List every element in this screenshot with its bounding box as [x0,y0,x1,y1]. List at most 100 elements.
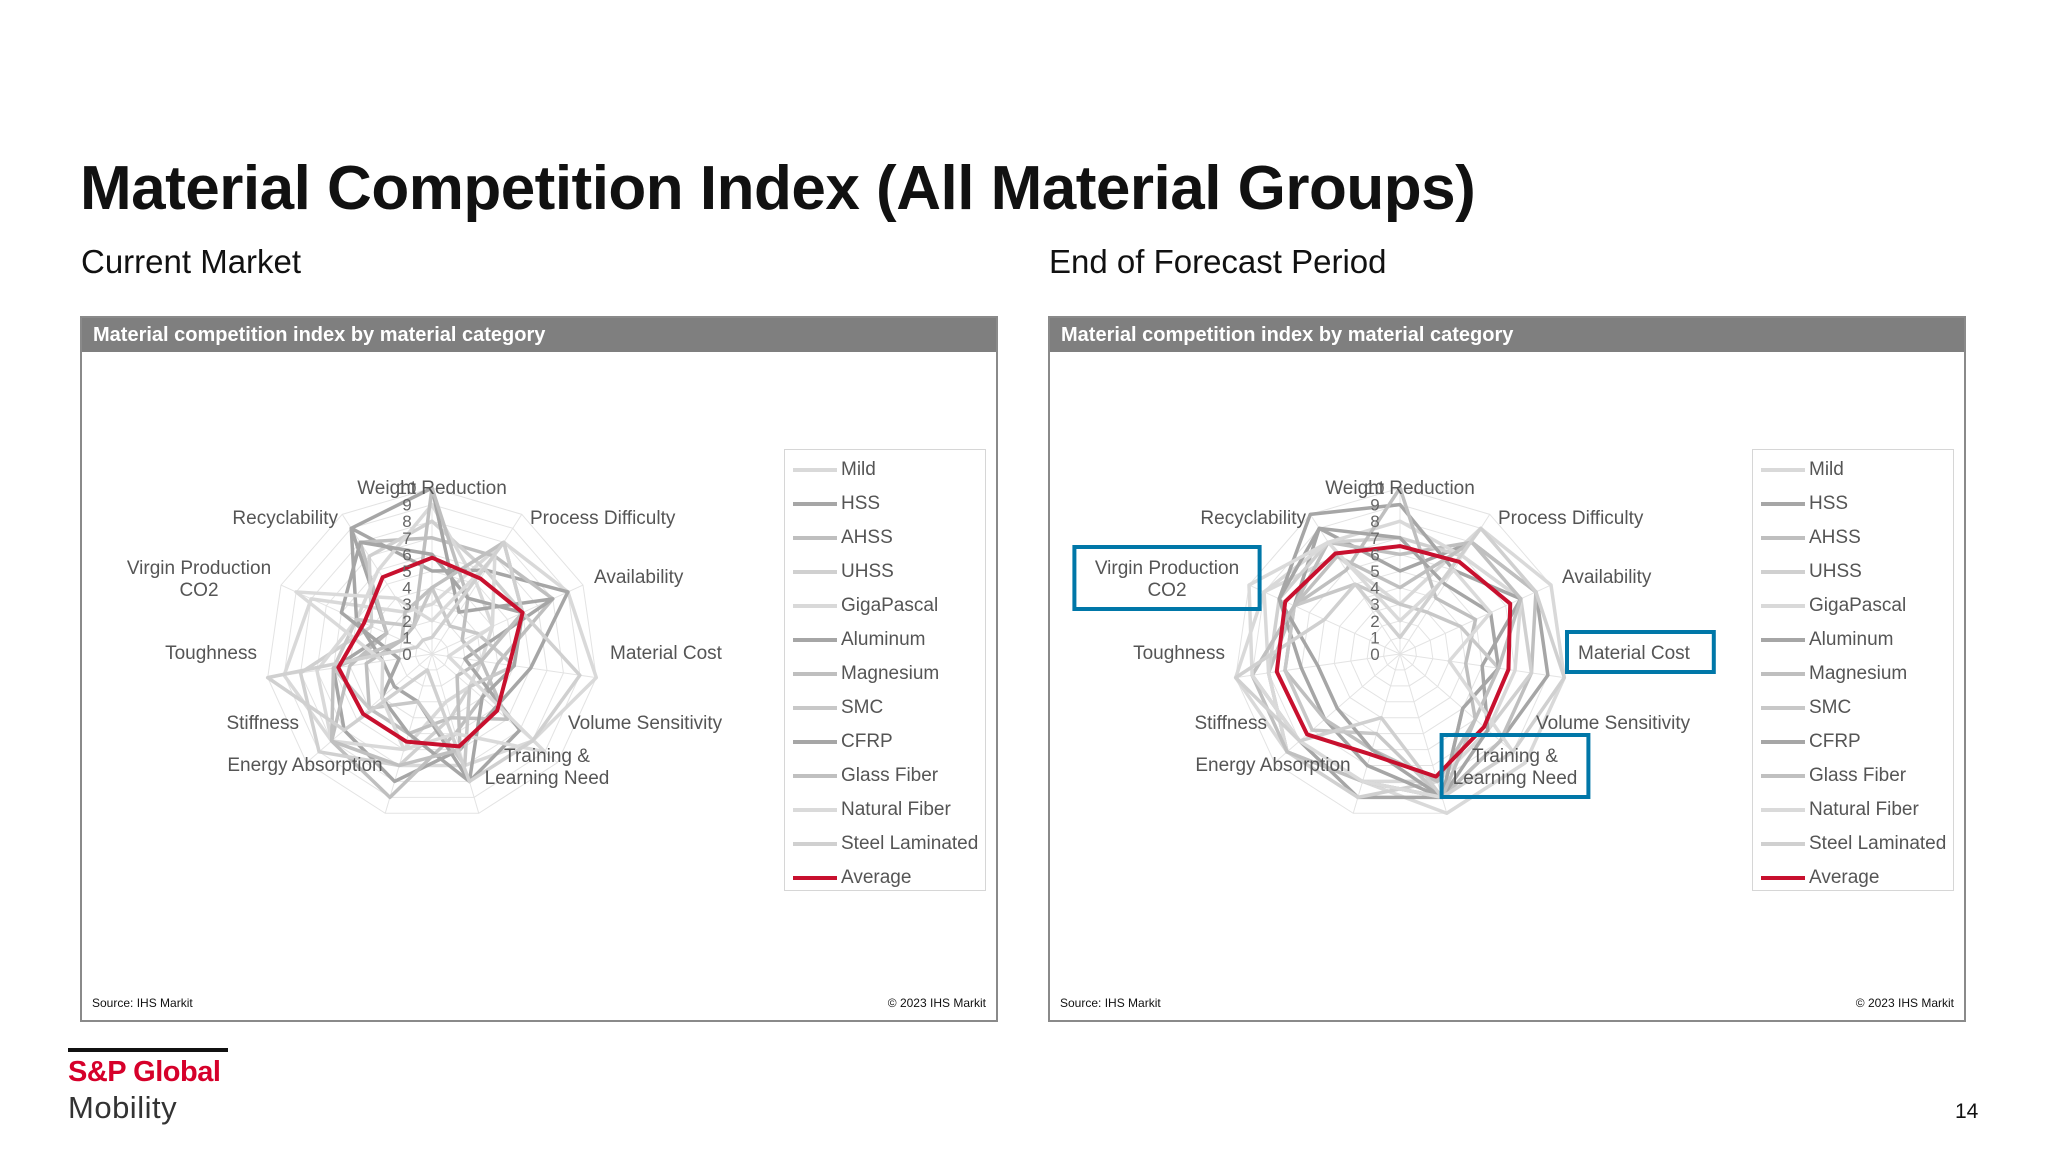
series-aluminum [349,486,555,784]
axis-label-volume-sensitivity: Volume Sensitivity [568,713,723,734]
right-subtitle: End of Forecast Period [1049,243,1387,280]
chart-legend: Mild HSS AHSS UHSS GigaPascal Aluminum Magnesi… [1752,449,1954,891]
tick-label: 0 [402,645,411,664]
series-aluminum [1277,502,1523,800]
chart-legend: Mild HSS AHSS UHSS GigaPascal Aluminum Magnesi… [784,449,986,891]
legend-swatch [1761,808,1805,812]
left-subtitle: Current Market [81,243,302,280]
legend-item-mild: Mild [785,453,985,487]
legend-label: SMC [1809,697,1852,718]
legend-swatch [793,570,837,574]
legend-label: Natural Fiber [1809,799,1919,820]
legend-swatch [793,774,837,778]
legend-label: Aluminum [841,629,926,650]
panel-header: Material competition index by material c… [82,318,996,352]
tick-label: 2 [402,612,411,631]
legend-item-natural-fiber: Natural Fiber [1753,793,1953,827]
legend-swatch [793,502,837,506]
legend-label: Mild [1809,459,1844,480]
source-note: Source: IHS Markit [1060,996,1161,1010]
legend-swatch [793,604,837,608]
legend-item-gigapascal: GigaPascal [785,589,985,623]
series-average [1274,544,1513,779]
copyright-note: © 2023 IHS Markit [887,996,986,1010]
legend-item-uhss: UHSS [785,555,985,589]
axis-label-recyclability: Recyclability [232,508,338,529]
legend-label: HSS [1809,493,1849,514]
axis-label-energy-absorption: Energy Absorption [227,755,382,776]
grid-ring [283,504,581,798]
legend-item-uhss: UHSS [1753,555,1953,589]
legend-label: Steel Laminated [1809,833,1947,854]
legend-swatch [1761,468,1805,472]
legend-swatch [1761,502,1805,506]
legend-label: Average [1809,867,1880,888]
legend-item-cfrp: CFRP [1753,725,1953,759]
axis-label-weight-reduction: Weight Reduction [357,478,507,499]
tick-label: 10 [1366,479,1385,498]
axis-label-energy-absorption: Energy Absorption [1195,755,1350,776]
axis-label-recyclability: Recyclability [1200,508,1306,529]
chart-panel-forecast: Material competition index by material c… [1048,316,1966,1022]
series-natural-fiber [294,554,547,754]
tick-label: 6 [1370,545,1379,564]
legend-label: Glass Fiber [841,765,939,786]
legend-item-smc: SMC [1753,691,1953,725]
legend-item-steel-laminated: Steel Laminated [1753,827,1953,861]
panel-header: Material competition index by material c… [1050,318,1964,352]
axis-label-volume-sensitivity: Volume Sensitivity [1536,713,1691,734]
series-gigapascal [1262,519,1523,784]
legend-swatch [1761,570,1805,574]
tick-label: 9 [1370,496,1379,515]
legend-item-gigapascal: GigaPascal [1753,589,1953,623]
axis-label-weight-reduction: Weight Reduction [1325,478,1475,499]
legend-item-ahss: AHSS [785,521,985,555]
axis-label-stiffness: Stiffness [1194,713,1267,734]
grid-spoke [1399,653,1448,814]
tick-label: 0 [1370,645,1379,664]
series-ahss [329,536,555,800]
axis-label-stiffness: Stiffness [226,713,299,734]
grid-spoke [431,584,584,655]
grid-ring [1350,603,1450,703]
legend-swatch [793,740,837,744]
highlight-box [1072,545,1262,611]
highlight-box [1439,733,1591,799]
tick-label: 8 [402,512,411,531]
tick-label: 7 [1370,529,1379,548]
legend-label: Magnesium [841,663,940,684]
legend-swatch [1761,706,1805,710]
series-steel-laminated [265,540,582,784]
series-natural-fiber [1247,540,1515,800]
legend-label: GigaPascal [841,595,939,616]
tick-label: 4 [1370,579,1379,598]
legend-label: HSS [841,493,881,514]
axis-label-training-and-learning-need: Training & Learning Need [485,746,610,789]
legend-label: Average [841,867,912,888]
tick-label: 1 [1370,628,1379,647]
legend-item-natural-fiber: Natural Fiber [785,793,985,827]
axis-label-training-and-learning-need: Training & Learning Need [1453,746,1578,789]
logo-text-top: S&P Global [68,1056,221,1088]
legend-label: Aluminum [1809,629,1894,650]
company-logo: S&P Global Mobility [68,1048,230,1128]
legend-item-magnesium: Magnesium [785,657,985,691]
legend-item-mild: Mild [1753,453,1953,487]
logo-text-bottom: Mobility [68,1090,178,1125]
tick-label: 6 [402,545,411,564]
series-magnesium [364,486,510,736]
legend-swatch [1761,672,1805,676]
legend-swatch [793,536,837,540]
series-average [336,555,525,749]
axis-label-material-cost: Material Cost [1578,643,1691,664]
copyright-note: © 2023 IHS Markit [1855,996,1954,1010]
axis-label-process-difficulty: Process Difficulty [530,508,676,529]
legend-label: SMC [841,697,884,718]
legend-swatch [793,706,837,710]
legend-item-average: Average [1753,861,1953,895]
logo-bar [68,1048,228,1052]
tick-label: 3 [1370,595,1379,614]
legend-item-magnesium: Magnesium [1753,657,1953,691]
legend-label: Magnesium [1809,663,1908,684]
